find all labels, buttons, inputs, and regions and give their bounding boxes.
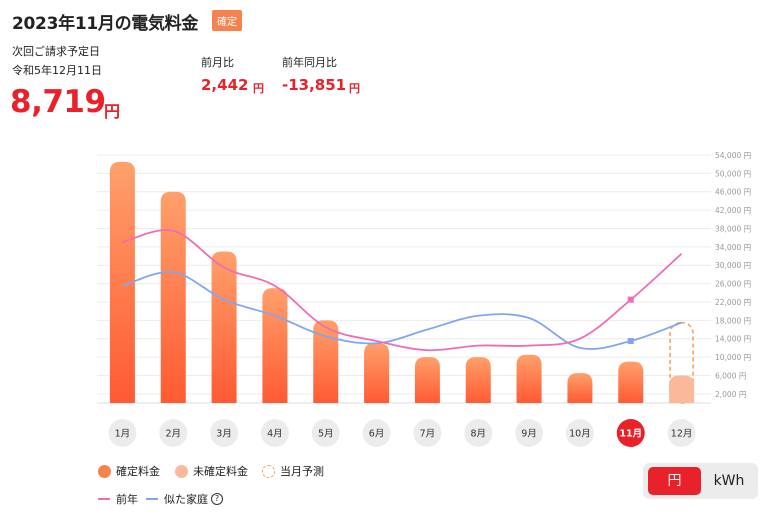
year-over-year-unit: 円 [349, 82, 360, 95]
month-circle [515, 419, 544, 447]
month-circle [667, 419, 696, 447]
y-tick-label: 6,000 円 [715, 371, 746, 380]
similar-line-icon [146, 498, 158, 500]
month-label: 4月 [267, 429, 283, 440]
year-over-year-label: 前年同月比 [282, 56, 337, 69]
unit-kwh-button[interactable]: kWh [713, 473, 745, 489]
month-label: 11月 [619, 429, 642, 440]
y-tick-label: 54,000 円 [715, 151, 751, 160]
confirmed-bar [211, 251, 237, 403]
next-billing-date: 令和5年12月11日 [12, 64, 102, 77]
month-label: 6月 [369, 429, 385, 440]
legend-prev-year: 前年 [98, 491, 138, 507]
unconfirmed-swatch-icon [175, 464, 188, 478]
y-tick-label: 18,000 円 [715, 316, 751, 325]
next-billing-date-label: 次回ご請求予定日 [12, 45, 100, 58]
forecast-swatch-icon [262, 464, 275, 478]
legend-unconfirmed-label: 未確定料金 [193, 465, 248, 478]
y-tick-label: 2,000 円 [715, 390, 746, 399]
legend-forecast-label: 当月予測 [280, 465, 324, 478]
month-circle [565, 419, 594, 447]
y-tick-label: 30,000 円 [715, 261, 751, 270]
confirmed-bar [109, 161, 135, 403]
month-over-month-unit: 円 [253, 82, 264, 95]
confirmed-bar [618, 361, 644, 403]
legend-confirmed: 確定料金 [98, 463, 160, 479]
month-circle [311, 419, 340, 447]
confirmed-bar [262, 288, 288, 403]
y-tick-label: 14,000 円 [715, 335, 751, 344]
bill-amount: 8,719 [10, 84, 106, 120]
confirmed-bar [364, 343, 390, 403]
prev-year-line [122, 229, 683, 352]
month-over-month-label: 前月比 [201, 56, 234, 69]
confirmed-bar [313, 320, 339, 403]
y-tick-label: 26,000 円 [715, 280, 751, 289]
month-label: 7月 [420, 429, 436, 440]
legend-confirmed-label: 確定料金 [116, 465, 160, 478]
month-circle [362, 419, 391, 447]
confirmed-bar [567, 373, 593, 403]
confirmed-bar [465, 357, 491, 403]
month-circle [413, 419, 442, 447]
usage-chart: 2,000 円 6,000 円 10,000 円 14,000 円 18,000 円 22… [97, 151, 751, 447]
unconfirmed-bar [669, 375, 695, 403]
month-label: 2月 [165, 429, 181, 440]
legend-similar: 似た家庭 ? [146, 491, 223, 507]
confirmed-bar [160, 191, 186, 403]
bill-amount-unit: 円 [104, 102, 121, 121]
month-circle [616, 419, 645, 447]
year-over-year-value: -13,851 [282, 76, 347, 94]
legend-similar-label: 似た家庭 [164, 493, 208, 506]
confirmed-swatch-icon [98, 464, 111, 478]
month-label: 8月 [470, 429, 486, 440]
legend-unconfirmed: 未確定料金 [175, 463, 248, 479]
similar-households-line [122, 271, 682, 350]
month-label: 3月 [216, 429, 232, 440]
month-circle [464, 419, 493, 447]
month-circle [159, 419, 188, 447]
month-circle [210, 419, 239, 447]
month-label: 9月 [521, 429, 537, 440]
status-badge: 確定 [212, 10, 242, 31]
month-label: 10月 [569, 429, 591, 440]
y-tick-label: 38,000 円 [715, 224, 751, 233]
month-circle [108, 419, 137, 447]
y-tick-label: 22,000 円 [715, 298, 751, 307]
y-tick-label: 50,000 円 [715, 169, 751, 178]
help-icon[interactable]: ? [211, 493, 223, 505]
y-tick-label: 42,000 円 [715, 206, 751, 215]
y-tick-label: 46,000 円 [715, 188, 751, 197]
confirmed-bar [414, 357, 440, 403]
unit-toggle: 円 kWh [643, 463, 758, 499]
y-tick-label: 10,000 円 [715, 353, 751, 362]
prev-year-line-icon [98, 498, 110, 500]
legend-forecast: 当月予測 [262, 463, 324, 479]
legend-prev-year-label: 前年 [116, 493, 138, 506]
month-circle [260, 419, 289, 447]
page-title: 2023年11月の電気料金 [12, 14, 199, 34]
month-label: 1月 [115, 429, 131, 440]
y-tick-label: 34,000 円 [715, 243, 751, 252]
prev-year-marker [627, 296, 634, 303]
month-label: 12月 [671, 429, 693, 440]
confirmed-bar [516, 354, 542, 403]
similar-households-marker [627, 338, 634, 344]
month-label: 5月 [318, 429, 334, 440]
unit-yen-button[interactable]: 円 [648, 467, 701, 495]
month-over-month-value: 2,442 [201, 76, 249, 94]
